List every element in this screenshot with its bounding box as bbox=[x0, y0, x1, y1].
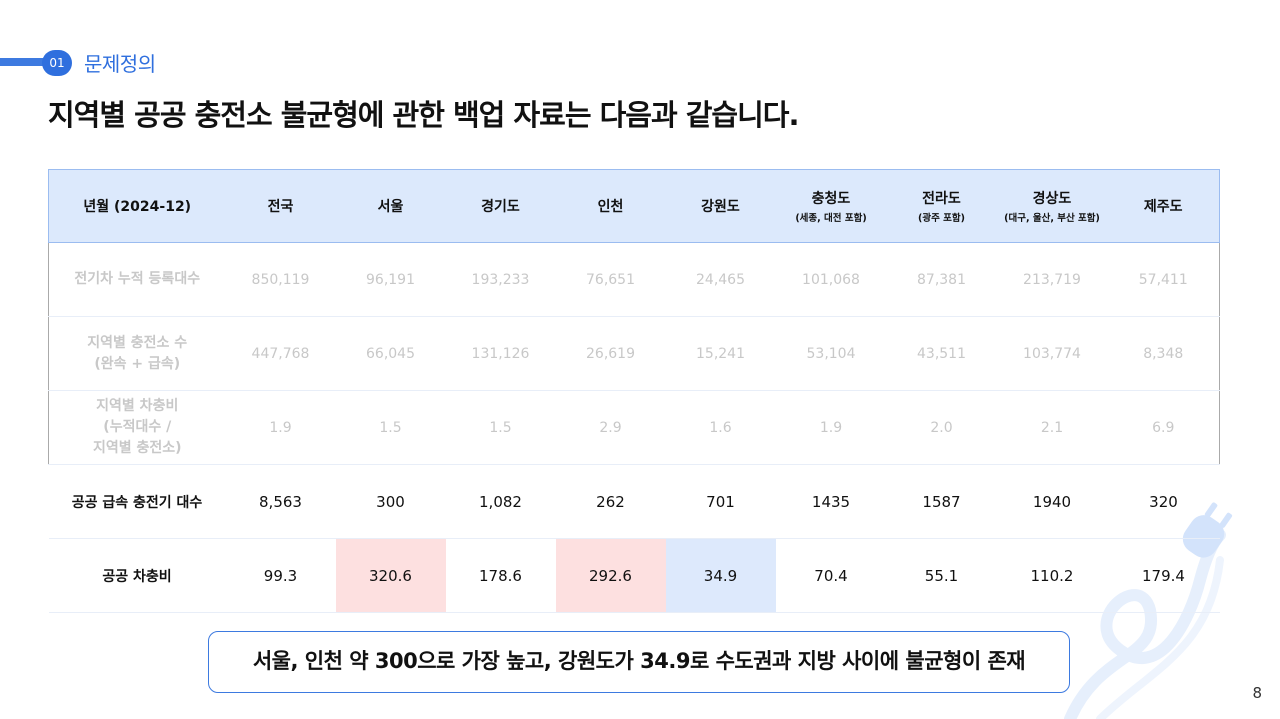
column-header: 제주도 bbox=[1107, 169, 1220, 243]
table-cell: 66,045 bbox=[335, 316, 446, 391]
table-cell: 262 bbox=[555, 464, 666, 539]
table-cell: 1940 bbox=[996, 464, 1108, 539]
column-header: 경기도 bbox=[445, 169, 556, 243]
table-cell: 1.9 bbox=[775, 390, 887, 465]
row-header-line: 공공 차충비 bbox=[102, 568, 172, 585]
table-cell: 1.5 bbox=[445, 390, 556, 465]
table-cell: 53,104 bbox=[775, 316, 887, 391]
page-number: 8 bbox=[1252, 684, 1262, 702]
column-header-sublabel: (광주 포함) bbox=[918, 213, 965, 224]
column-header-label: 경기도 bbox=[481, 199, 520, 215]
ev-charging-table: 년월 (2024-12) 전국 서울 경기도 인천 강원도 충청도 (세종, 대전 포함) 전라… bbox=[48, 169, 1220, 613]
table-cell: 101,068 bbox=[775, 242, 887, 317]
row-header: 지역별 차충비 (누적대수 / 지역별 충전소) bbox=[48, 390, 226, 465]
table-cell: 178.6 bbox=[445, 538, 556, 613]
table-cell: 1435 bbox=[775, 464, 887, 539]
table-cell: 110.2 bbox=[996, 538, 1108, 613]
table-cell: 43,511 bbox=[886, 316, 997, 391]
row-header: 지역별 충전소 수 (완속 + 급속) bbox=[48, 316, 226, 391]
table-cell: 96,191 bbox=[335, 242, 446, 317]
table-cell: 292.6 bbox=[555, 538, 666, 613]
column-header: 서울 bbox=[335, 169, 446, 243]
table-cell: 2.1 bbox=[996, 390, 1108, 465]
table-header-row: 년월 (2024-12) 전국 서울 경기도 인천 강원도 충청도 (세종, 대전 포함) 전라… bbox=[48, 169, 1220, 243]
table-cell: 1.5 bbox=[335, 390, 446, 465]
section-label: 문제정의 bbox=[84, 52, 156, 76]
row-header: 전기차 누적 등록대수 bbox=[48, 242, 226, 317]
column-header: 인천 bbox=[555, 169, 666, 243]
table-cell: 1.6 bbox=[665, 390, 776, 465]
table-cell: 8,348 bbox=[1107, 316, 1220, 391]
column-header-sublabel: (세종, 대전 포함) bbox=[795, 213, 867, 224]
table-cell: 193,233 bbox=[445, 242, 556, 317]
row-header-line: 전기차 누적 등록대수 bbox=[74, 271, 201, 287]
table-row: 지역별 차충비 (누적대수 / 지역별 충전소) 1.9 1.5 1.5 2.9 1.6 1.9… bbox=[48, 390, 1220, 465]
table-cell: 87,381 bbox=[886, 242, 997, 317]
column-header: 년월 (2024-12) bbox=[48, 169, 226, 243]
table-cell: 447,768 bbox=[225, 316, 336, 391]
table-cell: 850,119 bbox=[225, 242, 336, 317]
row-header-line: (완속 + 급속) bbox=[94, 355, 181, 372]
table-cell: 57,411 bbox=[1107, 242, 1220, 317]
table-cell: 2.0 bbox=[886, 390, 997, 465]
table-cell: 320 bbox=[1107, 464, 1220, 539]
column-header-label: 년월 (2024-12) bbox=[83, 199, 192, 215]
table-row: 공공 급속 충전기 대수 8,563 300 1,082 262 701 1435 1587 1… bbox=[48, 464, 1220, 539]
table-cell: 76,651 bbox=[555, 242, 666, 317]
table-cell: 300 bbox=[335, 464, 446, 539]
column-header-label: 전국 bbox=[267, 199, 294, 215]
column-header: 충청도 (세종, 대전 포함) bbox=[775, 169, 887, 243]
column-header: 전국 bbox=[225, 169, 336, 243]
column-header-sublabel: (대구, 울산, 부산 포함) bbox=[1004, 213, 1100, 224]
row-header: 공공 차충비 bbox=[48, 538, 226, 613]
column-header: 경상도 (대구, 울산, 부산 포함) bbox=[996, 169, 1108, 243]
column-header-label: 전라도 bbox=[922, 191, 961, 207]
column-header-label: 인천 bbox=[597, 199, 624, 215]
section-accent-bar bbox=[0, 58, 52, 66]
column-header: 전라도 (광주 포함) bbox=[886, 169, 997, 243]
column-header: 강원도 bbox=[665, 169, 776, 243]
table-cell: 1,082 bbox=[445, 464, 556, 539]
row-header-line: 지역별 충전소 수 bbox=[87, 334, 188, 351]
table-cell: 15,241 bbox=[665, 316, 776, 391]
table-cell: 70.4 bbox=[775, 538, 887, 613]
table-cell: 701 bbox=[665, 464, 776, 539]
row-header-line: 지역별 충전소) bbox=[92, 440, 182, 456]
table-cell: 213,719 bbox=[996, 242, 1108, 317]
table-cell: 131,126 bbox=[445, 316, 556, 391]
row-header-line: 공공 급속 충전기 대수 bbox=[71, 494, 203, 511]
table-row: 지역별 충전소 수 (완속 + 급속) 447,768 66,045 131,126 26… bbox=[48, 316, 1220, 391]
table-cell: 179.4 bbox=[1107, 538, 1220, 613]
column-header-label: 강원도 bbox=[701, 199, 740, 215]
table-cell: 99.3 bbox=[225, 538, 336, 613]
table-cell: 103,774 bbox=[996, 316, 1108, 391]
column-header-label: 제주도 bbox=[1143, 199, 1183, 215]
table-cell: 1587 bbox=[886, 464, 997, 539]
row-header-line: 지역별 차충비 bbox=[96, 398, 179, 414]
table-cell: 8,563 bbox=[225, 464, 336, 539]
table-row: 전기차 누적 등록대수 850,119 96,191 193,233 76,651 24,… bbox=[48, 242, 1220, 317]
table-cell: 55.1 bbox=[886, 538, 997, 613]
table-cell: 6.9 bbox=[1107, 390, 1220, 465]
table-cell: 1.9 bbox=[225, 390, 336, 465]
summary-callout: 서울, 인천 약 300으로 가장 높고, 강원도가 34.9로 수도권과 지방… bbox=[208, 631, 1070, 693]
table-cell: 26,619 bbox=[555, 316, 666, 391]
row-header: 공공 급속 충전기 대수 bbox=[48, 464, 226, 539]
table-cell: 320.6 bbox=[335, 538, 446, 613]
table-row: 공공 차충비 99.3 320.6 178.6 292.6 34.9 70.4 55.1 110… bbox=[48, 538, 1220, 613]
page-title: 지역별 공공 충전소 불균형에 관한 백업 자료는 다음과 같습니다. bbox=[48, 98, 799, 132]
column-header-label: 경상도 bbox=[1032, 191, 1072, 207]
row-header-line: (누적대수 / bbox=[103, 419, 172, 435]
column-header-label: 충청도 bbox=[811, 191, 851, 207]
column-header-label: 서울 bbox=[377, 199, 404, 215]
table-cell: 2.9 bbox=[555, 390, 666, 465]
section-number-badge: 01 bbox=[42, 50, 72, 76]
table-cell: 34.9 bbox=[665, 538, 776, 613]
table-cell: 24,465 bbox=[665, 242, 776, 317]
